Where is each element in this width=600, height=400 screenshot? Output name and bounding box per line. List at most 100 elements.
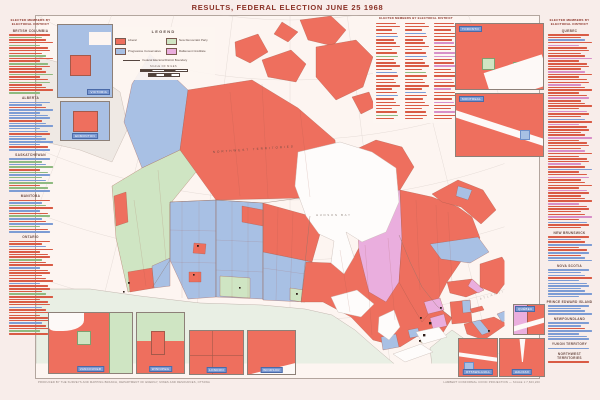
member-entry (8, 34, 50, 36)
member-entry (8, 274, 43, 277)
inset-label: MONTREAL (459, 96, 485, 102)
mid-list-column (403, 22, 429, 121)
member-entry (8, 325, 47, 327)
member-entry (8, 120, 43, 122)
member-entry (404, 45, 429, 48)
member-entry (547, 187, 579, 189)
member-entry (547, 184, 592, 187)
member-entry (375, 88, 393, 90)
member-entry (547, 107, 579, 110)
member-entry (375, 65, 400, 67)
member-entry (433, 42, 455, 44)
member-entry (8, 149, 50, 151)
inset-vancouver: VANCOUVER (48, 312, 133, 374)
member-entry (8, 166, 53, 168)
member-entry (375, 49, 393, 51)
member-entry (433, 91, 456, 94)
legend-heading: LEGEND (151, 29, 176, 34)
member-entry (8, 143, 40, 146)
member-entry (404, 85, 429, 87)
member-entry (375, 58, 394, 61)
member-entry (8, 288, 50, 290)
province-section-heading: NORTHWEST TERRITORIES (557, 351, 582, 360)
member-entry (375, 35, 399, 38)
member-entry (8, 122, 47, 125)
member-entry (8, 60, 40, 62)
member-entry (8, 256, 50, 258)
member-entry (8, 117, 50, 119)
district-hairlines (133, 83, 453, 336)
footer-projection-scale: LAMBERT CONFORMAL CONIC PROJECTION — SCA… (443, 381, 540, 384)
member-entry (8, 76, 40, 78)
member-entry (547, 155, 579, 157)
inset-label: QUÉBEC (515, 306, 536, 312)
member-entry (547, 102, 586, 105)
member-entry (8, 71, 47, 73)
member-entry (547, 269, 589, 271)
member-entry (404, 81, 426, 84)
legend-scale: SCALE OF MILES (115, 65, 212, 77)
boundary-line-symbol (123, 60, 140, 62)
member-entry (8, 146, 48, 148)
province-section-heading: NOVA SCOTIA (556, 263, 583, 268)
member-entry (547, 189, 587, 192)
map-region-newfoundland (479, 256, 505, 295)
member-entry (547, 285, 589, 287)
member-entry (8, 306, 43, 309)
member-entry (8, 309, 47, 311)
member-entry (8, 296, 53, 298)
member-entry (8, 68, 43, 70)
member-entry (404, 29, 422, 31)
member-entry (433, 111, 456, 113)
member-entry (547, 210, 582, 213)
member-entry (375, 26, 400, 28)
member-entry (547, 84, 582, 86)
member-entry (547, 73, 592, 76)
member-entry (8, 293, 47, 295)
province-section-heading: SASKATCHEWAN (15, 152, 46, 157)
member-entry (547, 49, 589, 52)
member-entry (404, 117, 424, 120)
member-entry (547, 97, 589, 99)
member-entry (547, 113, 589, 115)
member-entry (433, 78, 453, 80)
member-entry (547, 313, 592, 315)
member-entry (375, 117, 394, 120)
member-entry (547, 274, 586, 277)
member-entry (433, 55, 457, 57)
member-entry (433, 98, 453, 100)
member-entry (547, 36, 582, 39)
member-entry (404, 94, 428, 97)
member-entry (547, 252, 589, 254)
mid-list-column (374, 22, 400, 121)
member-entry (433, 39, 453, 41)
member-entry (547, 293, 592, 295)
member-entry (433, 45, 458, 48)
inset-label: WINNIPEG (148, 366, 173, 372)
province-section-heading: ALBERTA (21, 96, 40, 101)
member-entry (8, 240, 50, 243)
inset-label: LONDON (206, 367, 227, 373)
member-entry (8, 317, 48, 319)
member-entry (547, 160, 589, 163)
member-entry (433, 117, 453, 120)
member-entry (8, 303, 50, 306)
member-entry (547, 163, 582, 165)
member-entry (547, 68, 582, 70)
member-entry (547, 81, 589, 84)
member-entry (547, 139, 579, 142)
inset-montreal: MONTREAL (455, 93, 544, 157)
inset-winnipeg: WINNIPEG (136, 312, 185, 374)
member-entry (8, 220, 47, 223)
member-entry (404, 108, 422, 110)
member-entry (8, 243, 43, 245)
map-region-labrador (431, 179, 497, 225)
inset-windsor: WINDSOR (247, 330, 296, 375)
member-entry (8, 267, 40, 269)
inset-london: LONDON (189, 330, 244, 375)
member-entry (547, 76, 579, 78)
left-column-heading: ELECTED MEMBERS BY ELECTORAL DISTRICT (10, 18, 51, 27)
member-entry (8, 174, 50, 176)
member-entry (547, 41, 592, 44)
member-entry (547, 238, 582, 241)
